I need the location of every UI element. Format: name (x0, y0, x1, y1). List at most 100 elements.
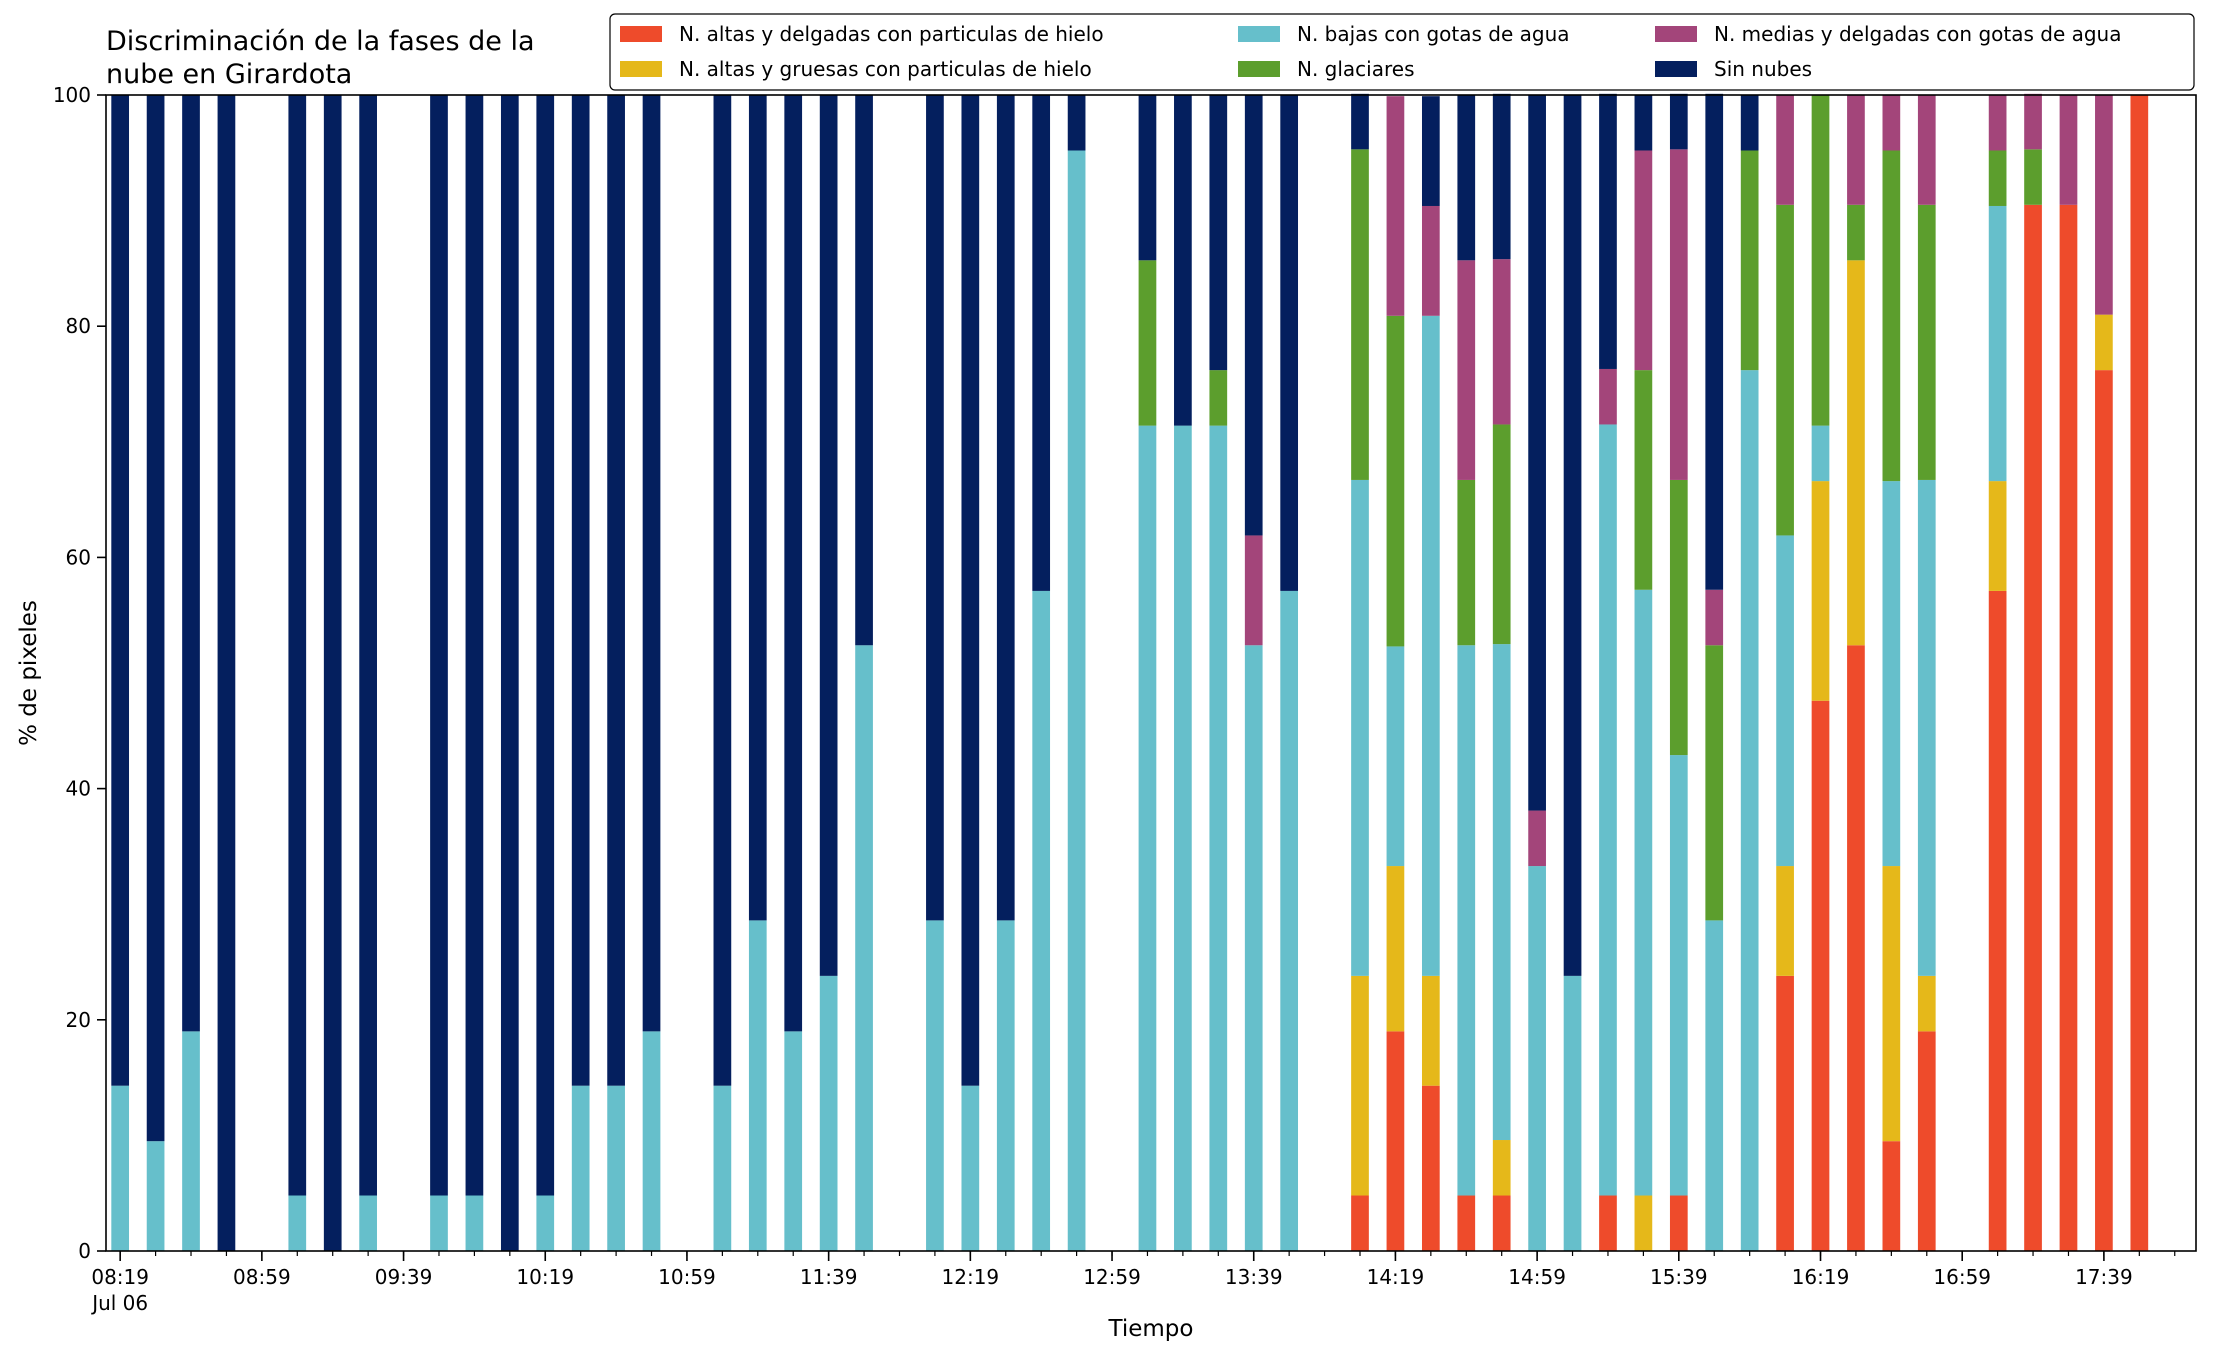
x-tick-label: 13:39 (1225, 1265, 1283, 1289)
bar-segment (1988, 590, 2007, 1251)
bar-segment (1669, 755, 1688, 1196)
bar-segment (1917, 204, 1936, 480)
bar-segment (1811, 95, 1830, 426)
bar-segment (1244, 95, 1263, 536)
bar-segment (2095, 370, 2113, 1251)
bar-segment (1669, 479, 1688, 756)
bar-segment (1634, 1195, 1653, 1251)
bar-segment (1811, 481, 1830, 701)
legend-swatch (1655, 26, 1697, 42)
chart-title-line-1: Discriminación de la fases de la (106, 26, 535, 57)
bar-segment (1563, 975, 1582, 1251)
bar-segment (2095, 95, 2113, 315)
bar-segment (1174, 425, 1192, 1251)
bar-segment (1705, 93, 1724, 590)
x-tick-label: 08:59 (233, 1265, 291, 1289)
bar-segment (288, 1195, 307, 1251)
bar-segment (1351, 975, 1369, 1196)
y-tick-label: 0 (78, 1239, 91, 1263)
bar-segment (1847, 204, 1865, 261)
bar-segment (1776, 95, 1794, 205)
bar-segment (1634, 589, 1653, 1196)
bar-segment (500, 95, 519, 1251)
bar-segment (536, 1195, 555, 1251)
bar-segment (359, 1195, 377, 1251)
bar-segment (1244, 645, 1263, 1251)
bar-segment (1492, 93, 1511, 260)
bar-segment (1209, 95, 1228, 371)
x-axis-label: Tiempo (1108, 1316, 1194, 1342)
bar-segment (1280, 95, 1299, 591)
x-tick-label: 16:19 (1792, 1265, 1850, 1289)
legend: N. altas y delgadas con particulas de hi… (609, 13, 2195, 91)
bar-segment (1032, 590, 1051, 1251)
bar-segment (2024, 149, 2042, 205)
bar-segment (1492, 259, 1511, 425)
x-tick-label: 14:59 (1508, 1265, 1566, 1289)
bar-segment (359, 95, 377, 1196)
x-date-label: Jul 06 (90, 1291, 148, 1315)
bar-segment (1599, 1195, 1617, 1251)
legend-swatch (1238, 26, 1280, 42)
bar-segment (1138, 95, 1157, 261)
bar-segment (1740, 150, 1759, 371)
bar-segment (1457, 645, 1476, 1196)
bar-segment (1386, 646, 1405, 867)
bar-segment (642, 95, 661, 1032)
bar-segment (713, 1085, 732, 1251)
bar-segment (961, 1085, 980, 1251)
bar-segment (2024, 93, 2042, 150)
chart-title-line-2: nube en Girardota (106, 59, 352, 90)
bar-segment (146, 1141, 165, 1251)
bar-segment (1492, 424, 1511, 645)
x-tick-label: 08:19 (91, 1265, 149, 1289)
bar-segment (1740, 95, 1759, 151)
x-tick-label: 12:19 (942, 1265, 1000, 1289)
bar-segment (642, 1031, 661, 1251)
bar-segment (2059, 204, 2078, 1251)
legend-label: N. altas y gruesas con particulas de hie… (679, 57, 1092, 81)
y-tick-label: 60 (66, 545, 91, 569)
bar-segment (1776, 866, 1794, 976)
bar-segment (1528, 95, 1546, 811)
bar-segment (571, 95, 590, 1086)
legend-swatch (1238, 61, 1280, 77)
bar-segment (1917, 1031, 1936, 1251)
bar-segment (1032, 95, 1051, 591)
bar-segment (1138, 425, 1157, 1251)
y-tick-label: 100 (53, 83, 91, 107)
bar-segment (1351, 479, 1369, 976)
legend-label: N. glaciares (1297, 57, 1415, 81)
bar-segment (1882, 95, 1901, 151)
bar-segment (1067, 150, 1086, 1252)
bar-segment (1847, 260, 1865, 646)
bar-segment (996, 920, 1015, 1251)
bar-segment (182, 95, 200, 1032)
bar-segment (1386, 1031, 1405, 1251)
legend-label: Sin nubes (1714, 57, 1812, 81)
bar-segment (146, 95, 165, 1142)
bar-segment (1528, 866, 1546, 1251)
bar-segment (288, 95, 307, 1196)
bar-segment (1421, 1085, 1440, 1251)
x-tick-label: 11:39 (800, 1265, 858, 1289)
x-tick-label: 10:19 (516, 1265, 574, 1289)
bar-segment (1244, 535, 1263, 646)
bar-segment (784, 95, 803, 1032)
bar-segment (1917, 479, 1936, 976)
y-axis: 0 20 40 60 80 100 (53, 83, 106, 1263)
bar-segment (1847, 645, 1865, 1251)
bar-segment (1988, 95, 2007, 151)
bar-segment (1563, 95, 1582, 976)
bar-segment (1740, 370, 1759, 1251)
bar-segment (819, 975, 838, 1251)
y-tick-label: 20 (66, 1008, 91, 1032)
bar-segment (430, 1195, 448, 1251)
bar-segment (961, 95, 980, 1086)
bar-segment (1280, 590, 1299, 1251)
legend-label: N. altas y delgadas con particulas de hi… (679, 22, 1104, 46)
bar-segment (1988, 150, 2007, 206)
bar-segment (1599, 93, 1617, 369)
